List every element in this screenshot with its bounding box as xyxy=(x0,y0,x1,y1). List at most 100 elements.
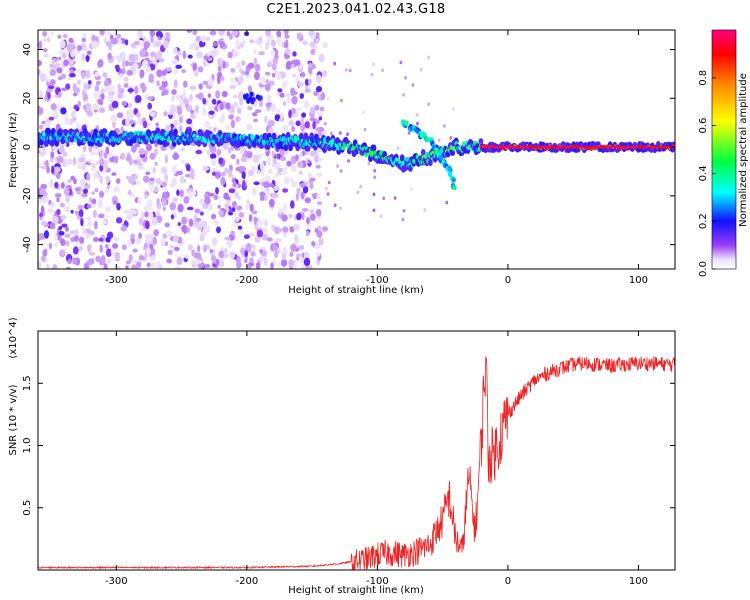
heatmap-cell xyxy=(278,228,283,232)
heatmap-cell xyxy=(227,169,232,176)
heatmap-cell xyxy=(195,217,202,222)
heatmap-cell xyxy=(187,54,193,59)
heatmap-cell xyxy=(270,39,276,47)
heatmap-cell xyxy=(138,255,145,261)
heatmap-cell xyxy=(302,185,309,194)
heatmap-cell xyxy=(144,211,149,218)
heatmap-cell xyxy=(112,200,118,205)
heatmap-cell xyxy=(507,145,512,149)
heatmap-cell xyxy=(244,70,250,76)
colorbar-frame xyxy=(711,29,737,270)
heatmap-cell xyxy=(256,229,264,238)
heatmap-cell xyxy=(117,57,122,63)
heatmap-cell xyxy=(145,220,150,230)
heatmap-cell xyxy=(214,171,222,179)
heatmap-cell xyxy=(445,200,449,205)
heatmap-cell xyxy=(301,207,309,212)
heatmap-cell xyxy=(97,213,105,219)
heatmap-cell xyxy=(297,81,305,87)
heatmap-cell xyxy=(277,261,282,268)
heatmap-cell xyxy=(449,136,453,140)
heatmap-cell xyxy=(38,160,42,169)
heatmap-cell xyxy=(145,143,152,152)
heatmap-cell xyxy=(68,76,72,81)
heatmap-cell xyxy=(87,219,92,228)
heatmap-cell xyxy=(110,114,118,123)
heatmap-cell xyxy=(318,116,323,121)
heatmap-cell xyxy=(309,88,313,93)
heatmap-cell xyxy=(95,80,101,85)
heatmap-cell xyxy=(265,30,271,37)
heatmap-cell xyxy=(282,203,288,212)
heatmap-cell xyxy=(451,177,456,183)
snr-series-line xyxy=(38,356,675,570)
heatmap-cell xyxy=(120,152,126,160)
heatmap-cell xyxy=(259,191,266,197)
heatmap-cell xyxy=(315,164,321,169)
colorbar-tick-label: 0.6 xyxy=(698,118,709,134)
heatmap-cell xyxy=(88,80,92,85)
heatmap-cell xyxy=(183,98,190,105)
heatmap-cell xyxy=(317,225,322,230)
heatmap-cell xyxy=(276,30,282,37)
heatmap-cell xyxy=(104,86,111,92)
heatmap-cell xyxy=(233,101,238,109)
heatmap-cell xyxy=(86,204,91,209)
heatmap-cell xyxy=(70,49,76,58)
heatmap-cell xyxy=(99,163,104,172)
heatmap-cell xyxy=(196,50,203,59)
heatmap-cell xyxy=(320,91,326,101)
heatmap-cell xyxy=(284,93,291,98)
heatmap-cell xyxy=(72,246,79,255)
heatmap-cell xyxy=(233,211,238,217)
heatmap-cell xyxy=(93,91,101,100)
heatmap-cell xyxy=(55,62,60,69)
heatmap-cell xyxy=(176,51,182,56)
heatmap-cell xyxy=(103,79,110,87)
heatmap-cell xyxy=(362,110,366,115)
heatmap-cell xyxy=(64,233,71,238)
heatmap-cell xyxy=(111,100,119,109)
heatmap-cell xyxy=(134,142,140,148)
heatmap-cell xyxy=(220,176,226,186)
heatmap-cell xyxy=(98,237,104,242)
heatmap-cell xyxy=(197,263,205,269)
heatmap-cell xyxy=(127,88,134,93)
heatmap-cell xyxy=(308,66,313,74)
heatmap-cell xyxy=(289,226,295,233)
heatmap-cell xyxy=(295,120,302,127)
heatmap-cell xyxy=(39,124,44,130)
heatmap-cell xyxy=(139,69,145,78)
heatmap-cell xyxy=(148,73,154,82)
heatmap-cell xyxy=(266,237,273,242)
heatmap-cell xyxy=(150,262,156,269)
x-tick-label: 0 xyxy=(505,576,511,587)
heatmap-cell xyxy=(103,151,108,159)
heatmap-cell xyxy=(302,40,309,46)
heatmap-cell xyxy=(308,78,312,86)
heatmap-cell xyxy=(416,121,419,126)
heatmap-cell xyxy=(289,251,294,257)
heatmap-cell xyxy=(186,206,194,211)
colorbar-label: Normalized spectral amplitude xyxy=(738,73,749,227)
heatmap-cell xyxy=(50,103,57,111)
heatmap-cell xyxy=(218,30,225,36)
heatmap-cell xyxy=(190,109,195,114)
heatmap-cell xyxy=(318,237,324,246)
heatmap-cell xyxy=(147,102,153,110)
heatmap-cell xyxy=(156,80,160,87)
heatmap-cell xyxy=(307,172,312,179)
heatmap-cell xyxy=(114,251,121,261)
heatmap-cell xyxy=(306,216,310,225)
heatmap-cell xyxy=(47,208,54,214)
heatmap-cell xyxy=(112,120,116,129)
heatmap-cell xyxy=(69,73,76,78)
heatmap-cell xyxy=(187,128,192,136)
heatmap-cell xyxy=(194,208,201,214)
heatmap-cell xyxy=(210,50,217,58)
heatmap-cell xyxy=(202,58,207,68)
heatmap-cell xyxy=(293,224,300,231)
heatmap-cell xyxy=(427,55,431,60)
heatmap-cell xyxy=(543,145,548,149)
heatmap-cell xyxy=(316,172,323,178)
